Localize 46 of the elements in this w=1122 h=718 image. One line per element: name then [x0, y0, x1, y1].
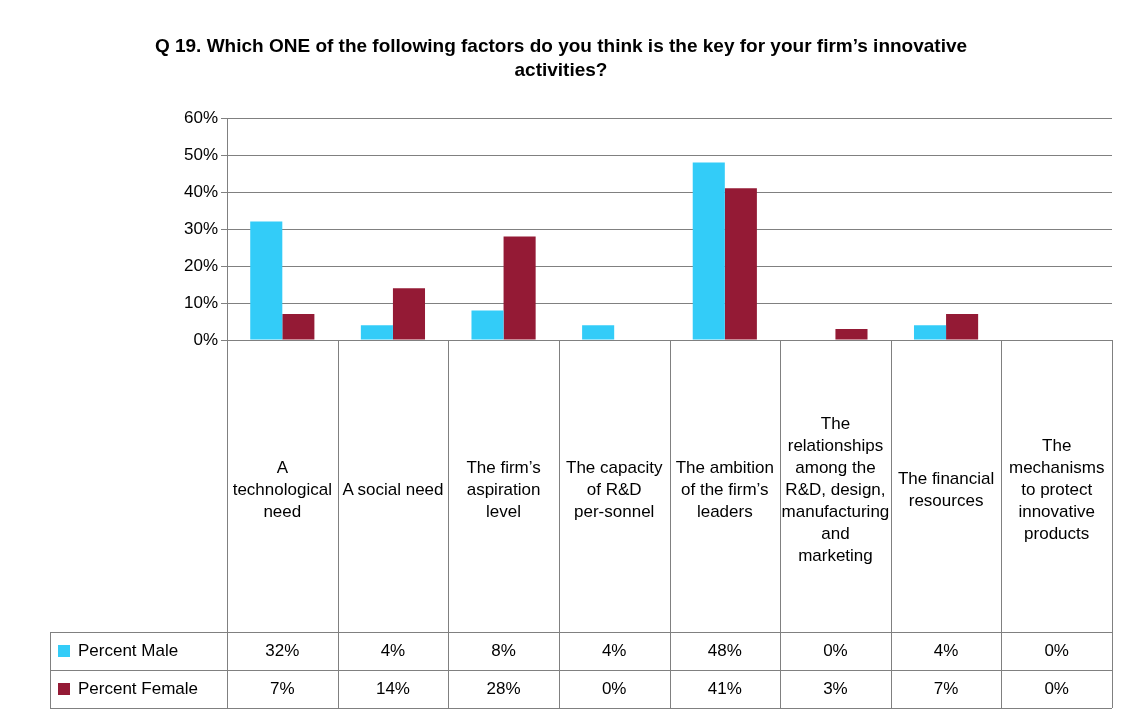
bar — [913, 325, 947, 340]
bar — [392, 288, 426, 340]
y-tick-label: 20% — [183, 255, 218, 275]
bar — [282, 314, 315, 340]
data-label: 3% — [823, 678, 848, 698]
data-label: 4% — [380, 640, 406, 660]
x-tick-label: The mechanisms to protect innovative products — [1008, 435, 1105, 543]
x-tick-label: The relationships among the R&D, design, manufacturing and marketing — [781, 413, 890, 565]
chart-title: Q 19. Which ONE of the following factors do you think is the key for your firm’s innovative activities? — [154, 35, 968, 81]
data-label: 4% — [601, 640, 627, 660]
data-label: 0% — [1044, 678, 1069, 698]
data-label: 7% — [933, 678, 959, 698]
y-tick-label: 50% — [183, 144, 218, 164]
x-tick-label: A social need — [342, 479, 444, 499]
y-tick-label: 10% — [183, 292, 218, 312]
data-label: 0% — [601, 678, 627, 698]
data-label: 0% — [1044, 640, 1069, 660]
data-label: 0% — [823, 640, 848, 660]
bar — [250, 221, 283, 340]
data-label: 14% — [375, 678, 410, 698]
bar — [582, 325, 615, 340]
data-label: 48% — [707, 640, 742, 660]
bar — [692, 162, 725, 340]
data-label: 41% — [707, 678, 742, 698]
data-label: 28% — [486, 678, 521, 698]
y-tick-label: 40% — [183, 181, 218, 201]
y-tick-label: 60% — [183, 107, 218, 127]
data-label: 4% — [933, 640, 959, 660]
data-label: 8% — [491, 640, 516, 660]
bar — [503, 236, 536, 340]
data-label: 32% — [265, 640, 300, 660]
x-tick-label: The financial resources — [897, 468, 995, 510]
bar — [360, 325, 393, 340]
bar — [471, 310, 504, 340]
x-tick-label: A technological need — [232, 457, 332, 521]
legend-label: Percent Male — [78, 640, 179, 660]
bar — [946, 314, 979, 340]
y-tick-label: 30% — [183, 218, 218, 238]
bar — [835, 328, 868, 340]
data-label: 7% — [270, 678, 295, 698]
x-tick-label: The capacity of R&D per-sonnel — [565, 457, 663, 521]
bar — [724, 188, 757, 340]
x-tick-label: The ambition of the firm’s leaders — [675, 457, 774, 521]
y-tick-label: 0% — [193, 329, 218, 349]
x-tick-label: The firm’s aspiration level — [466, 457, 541, 521]
legend-label: Percent Female — [78, 678, 198, 698]
